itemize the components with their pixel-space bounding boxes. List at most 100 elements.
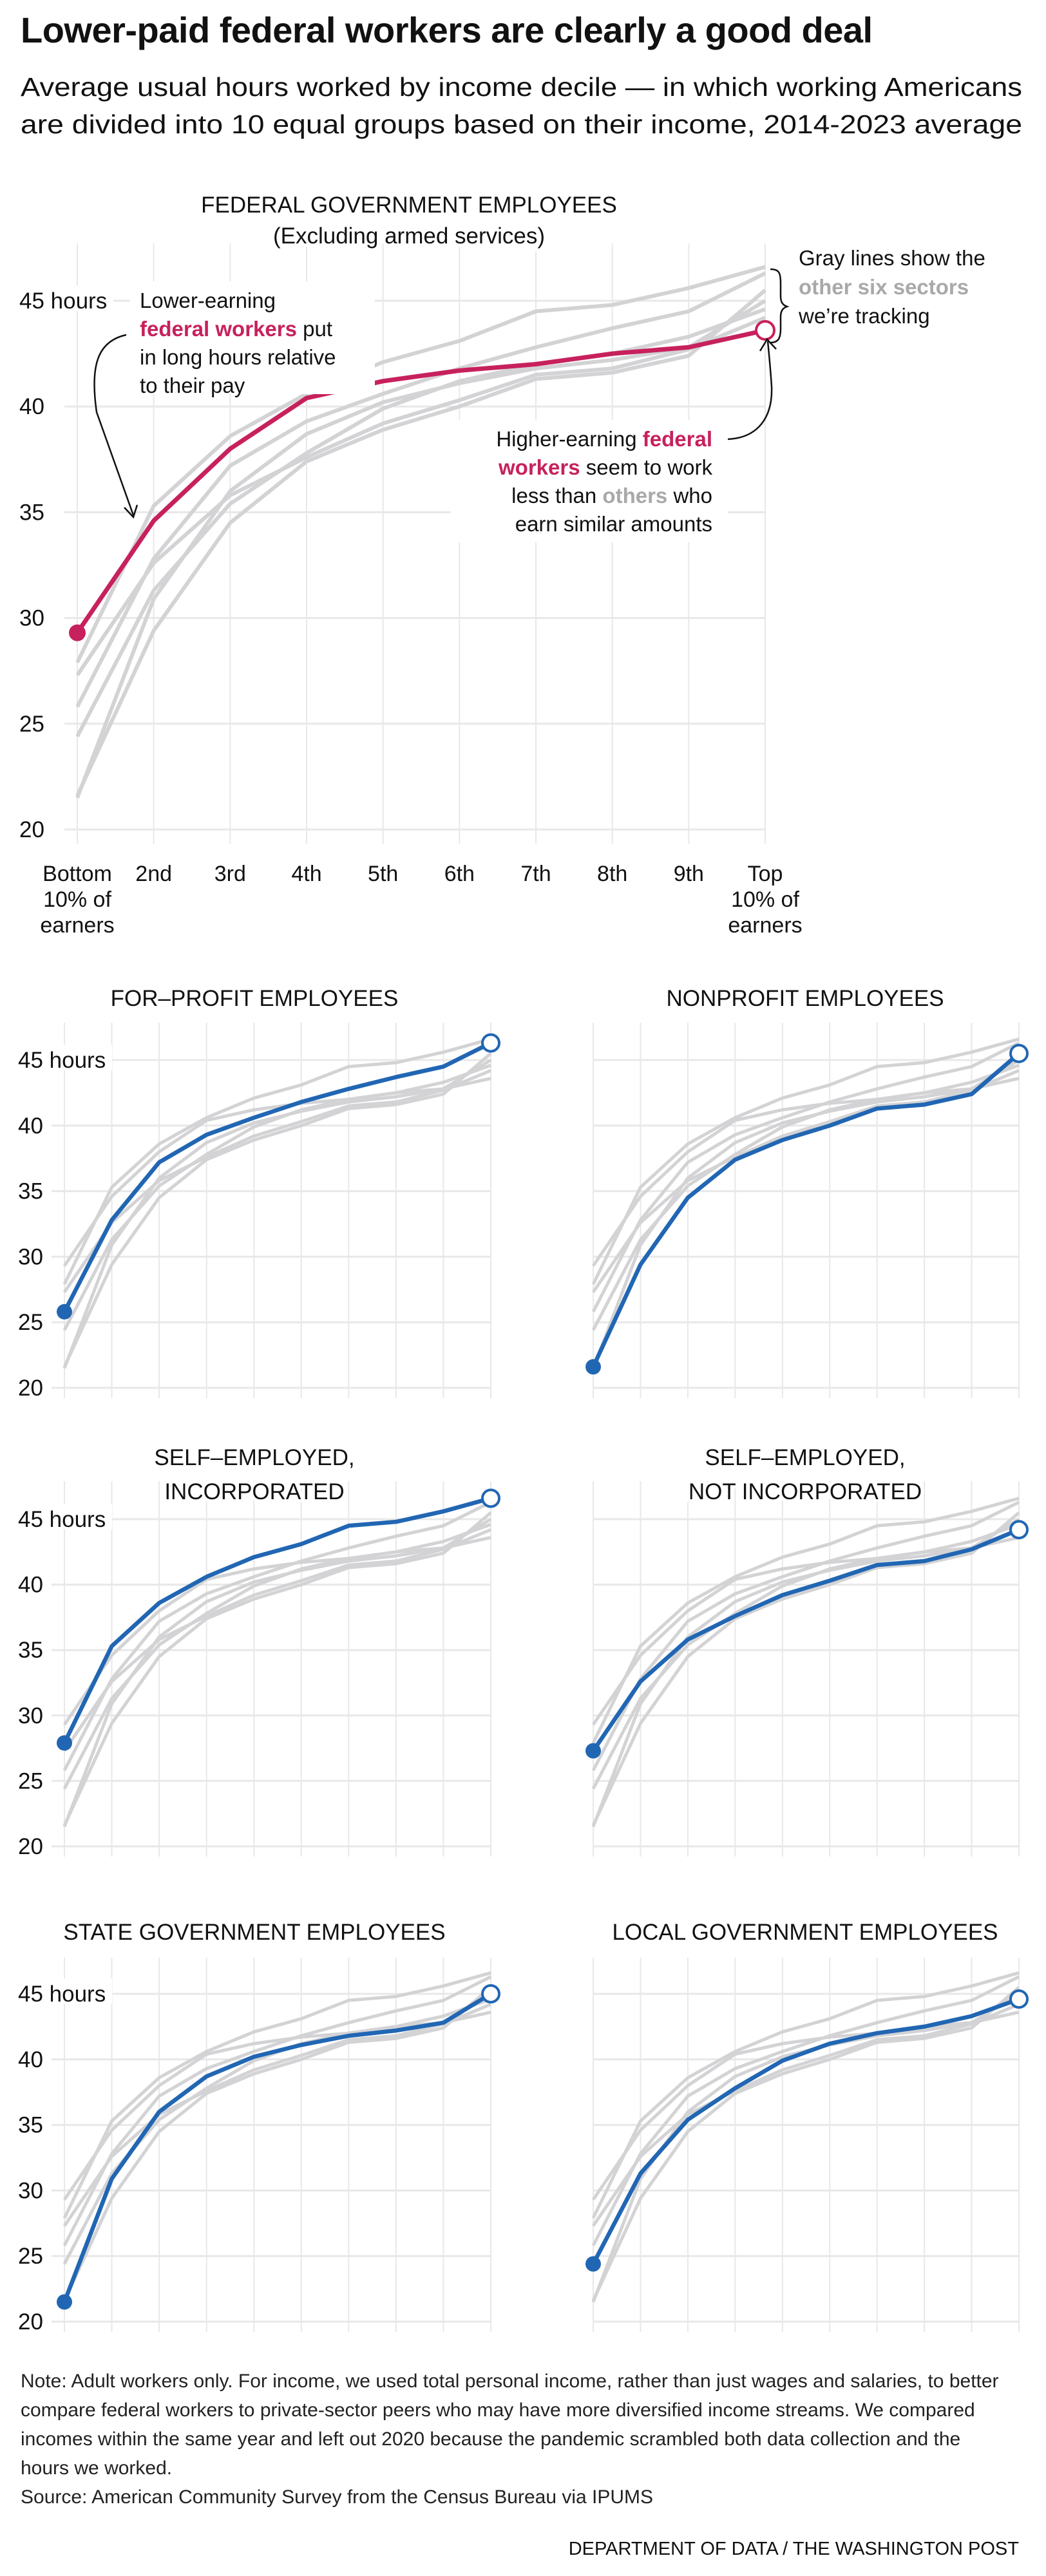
y-tick-label: 25 <box>18 1310 43 1335</box>
chart-title: NONPROFIT EMPLOYEES <box>666 986 944 1011</box>
annotation-higher-earning: Higher-earning federal workers seem to w… <box>451 337 777 542</box>
annotation-higher-line1: Higher-earning federal <box>496 427 712 451</box>
arrowhead-icon <box>124 504 138 519</box>
highlight-line-state <box>62 1992 492 2303</box>
other-sector-line-selfnotinc <box>62 2002 491 2227</box>
other-sector-line-selfnotinc <box>62 1068 491 1293</box>
chart-title: FOR–PROFIT EMPLOYEES <box>111 986 399 1011</box>
y-tick-label: 45 hours <box>18 1982 106 2007</box>
annotation-higher-highlight2: workers <box>498 455 580 479</box>
other-sector-line-forprofit <box>591 1041 1020 1313</box>
annotation-higher-bg <box>451 420 728 542</box>
other-sector-line-selfnotinc <box>62 1528 491 1752</box>
credit-line: DEPARTMENT OF DATA / THE WASHINGTON POST <box>568 2539 1019 2559</box>
other-sector-line-local <box>62 1522 491 1790</box>
annotation-higher-line1-plain: Higher-earning <box>496 427 642 451</box>
start-point-marker <box>57 1735 72 1751</box>
annotation-higher-line3: less than others who <box>511 484 712 507</box>
annotation-gray-line1: Gray lines show the <box>799 246 985 270</box>
highlight-line-forprofit <box>62 1041 492 1313</box>
other-sector-line-nonprofit <box>62 1511 492 1826</box>
x-tick-label: 7th <box>520 862 551 886</box>
y-tick-bg <box>15 1504 112 1530</box>
other-sector-line-federal <box>591 1077 1020 1267</box>
brace-icon <box>770 268 790 344</box>
x-tick-label: 2nd <box>135 862 172 886</box>
other-sector-line-selfnotinc <box>75 316 766 676</box>
annotation-higher-line2: workers seem to work <box>498 455 712 479</box>
y-tick-label: 45 hours <box>19 289 107 314</box>
other-sector-line-forprofit <box>591 1975 1020 2247</box>
x-tick-label: 6th <box>444 862 475 886</box>
y-tick-label: 40 <box>18 2047 43 2072</box>
other-sector-line-federal <box>62 1077 491 1267</box>
x-tick-label: Bottom <box>43 862 112 886</box>
other-sector-line-selfinc <box>75 265 766 663</box>
subtitle-line-2: are divided into 10 equal groups based o… <box>21 109 1022 139</box>
annotation-gray-line2: other six sectors <box>799 275 969 299</box>
start-point-marker <box>57 1303 72 1320</box>
chart-title: NOT INCORPORATED <box>689 1479 922 1504</box>
annotation-higher-line2-rest: seem to work <box>580 455 713 479</box>
annotation-higher-highlight1: federal <box>643 427 712 451</box>
chart-title: LOCAL GOVERNMENT EMPLOYEES <box>612 1920 998 1945</box>
other-sector-line-nonprofit <box>62 1985 492 2302</box>
highlight-line-nonprofit <box>591 1052 1021 1368</box>
lines-layer <box>57 265 1029 2310</box>
y-tick-label: 20 <box>18 1834 43 1859</box>
end-point-marker <box>1009 1989 1029 2009</box>
grid-layer <box>52 243 1020 2332</box>
y-tick-label: 45 hours <box>18 1048 106 1073</box>
annotation-higher-others: others <box>602 484 667 507</box>
start-point-marker <box>585 1359 601 1375</box>
chart-title: SELF–EMPLOYED, <box>705 1445 905 1470</box>
x-tick-label: 9th <box>674 862 704 886</box>
other-sector-line-forprofit <box>62 1501 492 1772</box>
x-tick-label: Top <box>748 862 783 886</box>
end-point-marker <box>481 1488 500 1508</box>
highlight-line-selfnotinc <box>591 1528 1020 1752</box>
chart-title: FEDERAL GOVERNMENT EMPLOYEES <box>201 193 617 218</box>
end-point-marker <box>1009 1520 1029 1540</box>
annotation-gray-line3: we’re tracking <box>798 304 930 328</box>
y-tick-label: 30 <box>18 1703 43 1728</box>
y-tick-bg <box>15 1045 112 1070</box>
y-tick-label: 40 <box>19 394 44 419</box>
end-point-marker <box>481 1984 500 2003</box>
y-tick-label: 20 <box>19 817 44 842</box>
other-sector-line-selfnotinc <box>591 2002 1020 2227</box>
y-tick-label: 45 hours <box>18 1507 106 1532</box>
y-tick-label: 30 <box>19 606 44 631</box>
y-tick-label: 35 <box>18 1638 43 1663</box>
chart-title: SELF–EMPLOYED, <box>154 1445 354 1470</box>
other-sector-line-selfinc <box>62 1971 491 2219</box>
source-line: Source: American Community Survey from t… <box>21 2486 654 2508</box>
y-tick-label: 35 <box>18 1179 43 1204</box>
annotation-higher-line4: earn similar amounts <box>515 512 712 536</box>
y-tick-label: 35 <box>18 2113 43 2138</box>
annotation-lower-line2-rest: put <box>297 317 332 341</box>
x-tick-label: 8th <box>597 862 627 886</box>
other-sector-line-nonprofit <box>75 289 766 797</box>
highlight-line-local <box>591 1997 1020 2265</box>
end-point-marker <box>481 1033 500 1053</box>
text-layer: 20 25 30 35 40 45 hours FEDERAL GOVERNMENT EMP… <box>15 189 1002 2334</box>
annotation-higher-arrow <box>727 341 773 440</box>
end-point-marker <box>755 319 775 341</box>
small-multiples-chart: 20 25 30 35 40 45 hours FEDERAL GOVERNMENT EMP… <box>15 189 1029 2334</box>
other-sector-line-local <box>591 1063 1020 1331</box>
start-point-marker <box>57 2294 72 2310</box>
y-tick-label: 40 <box>18 1573 43 1598</box>
y-tick-label: 20 <box>18 2309 43 2334</box>
y-tick-label: 30 <box>18 2178 43 2203</box>
y-tick-label: 25 <box>19 712 44 737</box>
other-sector-line-selfinc <box>62 1037 491 1285</box>
other-sector-line-selfnotinc <box>591 1068 1020 1293</box>
x-tick-label: 10% of <box>43 887 111 912</box>
headline: Lower-paid federal workers are clearly a… <box>21 10 873 50</box>
end-point-marker <box>1009 1043 1029 1063</box>
other-sector-line-forprofit <box>591 1501 1020 1772</box>
annotation-lower-bg <box>130 281 375 394</box>
subtitle-line-1: Average usual hours worked by income dec… <box>21 72 1023 102</box>
y-tick-label: 40 <box>18 1113 43 1139</box>
